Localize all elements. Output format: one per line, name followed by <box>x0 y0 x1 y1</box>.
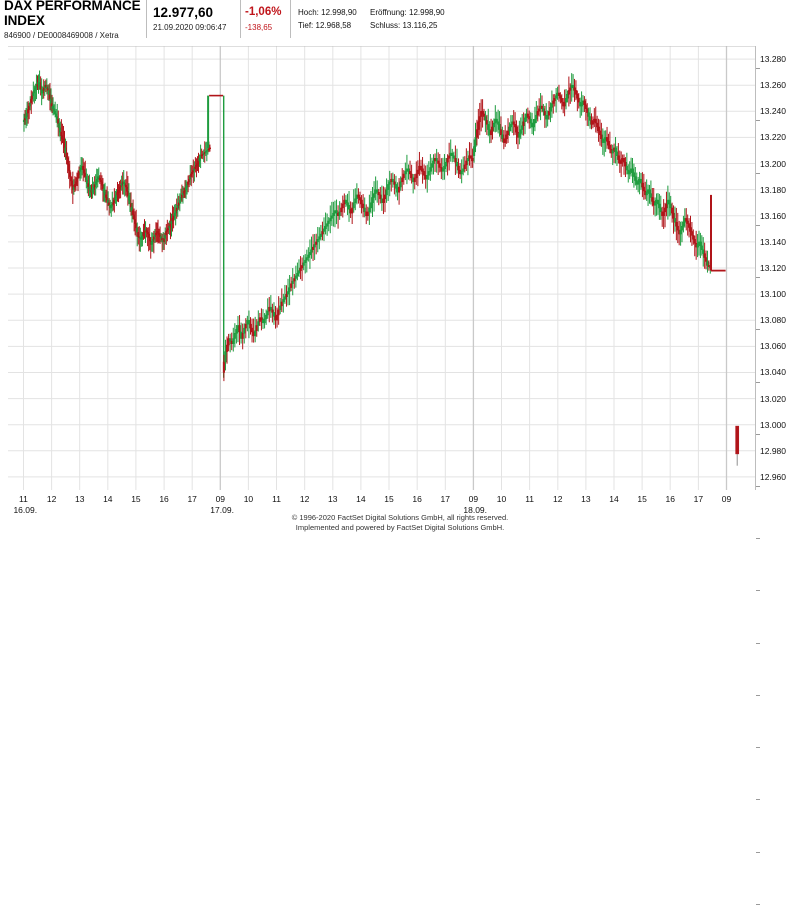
change-absolute: -138,65 <box>245 23 273 32</box>
y-axis-tick <box>756 799 760 801</box>
x-axis-label: 11 <box>525 494 535 504</box>
x-axis-date-label: 18.09. <box>463 505 488 515</box>
x-axis-label: 16 <box>665 494 675 504</box>
x-axis-label: 15 <box>131 494 141 504</box>
stat-low-value: 12.968,58 <box>315 21 352 30</box>
y-axis-tick <box>756 277 760 279</box>
stat-low: Tief: 12.968,58 <box>298 20 370 31</box>
x-axis-label: 12 <box>299 494 310 504</box>
last-price: 12.977,60 <box>153 5 214 20</box>
change-percent: -1,06% <box>245 6 282 18</box>
y-axis-tick <box>756 747 760 749</box>
y-axis-label: 13.020 <box>756 394 786 749</box>
x-axis-label: 12 <box>553 494 563 504</box>
quote-header: DAX PERFORMANCE INDEX 846900 / DE0008469… <box>0 0 800 40</box>
x-axis-label: 17 <box>693 494 704 504</box>
footer-provider: Implemented and powered by FactSet Digit… <box>295 522 505 532</box>
x-axis-label: 17 <box>440 494 450 504</box>
y-axis-tick <box>756 381 760 383</box>
x-axis-label: 14 <box>356 494 366 504</box>
price-chart[interactable] <box>8 46 756 490</box>
stat-low-label: Tief: <box>298 21 314 30</box>
x-axis-label: 12 <box>46 494 57 504</box>
stat-close-label: Schluss: <box>370 21 401 30</box>
y-axis-label: 13.120 <box>756 264 786 487</box>
x-axis-label: 16 <box>159 494 169 504</box>
y-axis-label: 13.140 <box>756 237 786 435</box>
y-axis-tick <box>756 486 760 487</box>
stat-open-label: Eröffnung: <box>370 8 407 17</box>
y-axis-label: 13.000 <box>756 420 786 801</box>
x-axis-date-label: 16.09. <box>13 505 38 515</box>
y-axis: 13.280 13.260 13.240 13.220 13.200 13.180 13.1… <box>756 46 800 905</box>
y-axis-tick <box>756 851 760 853</box>
x-axis-date-label: 17.09. <box>210 505 234 515</box>
plot-area[interactable] <box>8 46 756 490</box>
last-timestamp: 21.09.2020 09:06:47 <box>153 23 227 32</box>
y-axis-label: 13.180 <box>756 185 786 331</box>
x-axis-label: 10 <box>243 494 254 504</box>
y-axis-label: 13.280 <box>756 55 786 70</box>
y-axis-label: 13.260 <box>756 81 786 122</box>
y-axis-tick <box>756 538 760 540</box>
x-axis-label: 13 <box>74 494 85 504</box>
y-axis-tick <box>756 433 760 435</box>
x-axis-label: 15 <box>637 494 647 504</box>
y-axis-tick <box>756 694 760 696</box>
y-axis-label: 13.200 <box>756 159 786 279</box>
x-axis-label: 11 <box>19 494 28 504</box>
x-axis-label: 14 <box>609 494 619 504</box>
x-axis-label: 13 <box>581 494 591 504</box>
y-axis-label: 13.100 <box>756 290 786 540</box>
x-axis-label: 17 <box>187 494 197 504</box>
page-title: DAX PERFORMANCE INDEX <box>4 0 141 28</box>
footer-copyright: © 1996-2020 FactSet Digital Solutions Gm… <box>291 513 509 522</box>
y-axis-label: 13.160 <box>756 211 786 383</box>
x-axis-label: 09 <box>215 494 226 504</box>
instrument-identifiers: 846900 / DE0008469008 / Xetra <box>4 30 119 40</box>
y-axis-tick <box>756 120 760 122</box>
x-axis-label: 14 <box>103 494 113 504</box>
stat-high-label: Hoch: <box>298 8 319 17</box>
candlestick-svg <box>8 46 756 490</box>
x-axis: 11 12 13 14 15 16 17 09 10 11 12 13 14 15 16 17 09 10 11 12… <box>0 492 800 522</box>
y-axis-label: 12.960 <box>756 472 786 905</box>
stat-open: Eröffnung: 12.998,90 <box>370 7 445 18</box>
stat-close: Schluss: 13.116,25 <box>370 20 437 31</box>
x-axis-label: 16 <box>412 494 422 504</box>
x-axis-label: 09 <box>721 494 732 504</box>
stats-row-high-open: Hoch: 12.998,90 Eröffnung: 12.998,90 <box>298 7 800 18</box>
x-axis-label: 10 <box>496 494 507 504</box>
y-axis-label: 13.040 <box>756 368 786 696</box>
stat-close-value: 13.116,25 <box>402 21 438 30</box>
footer: © 1996-2020 FactSet Digital Solutions Gm… <box>0 513 800 532</box>
stats-row-low-close: Tief: 12.968,58 Schluss: 13.116,25 <box>298 20 800 31</box>
last-price-block: 12.977,60 21.09.2020 09:06:47 <box>146 0 240 38</box>
x-axis-label: 09 <box>468 494 479 504</box>
instrument-block: DAX PERFORMANCE INDEX 846900 / DE0008469… <box>0 0 146 40</box>
x-axis-label: 15 <box>384 494 394 504</box>
x-axis-label: 11 <box>272 494 281 504</box>
ohlc-stats-block: Hoch: 12.998,90 Eröffnung: 12.998,90 Tie… <box>290 0 800 38</box>
y-axis-tick <box>756 642 760 644</box>
y-axis-label: 12.980 <box>756 446 786 853</box>
y-axis-tick <box>756 329 760 331</box>
y-axis-tick <box>756 224 760 226</box>
y-axis-label: 13.060 <box>756 342 786 644</box>
y-axis-tick <box>756 68 760 70</box>
stat-open-value: 12.998,90 <box>409 8 445 17</box>
y-axis-tick <box>756 172 760 174</box>
y-axis-tick <box>756 590 760 592</box>
stat-high-value: 12.998,90 <box>321 8 357 17</box>
x-axis-label: 13 <box>328 494 338 504</box>
stat-high: Hoch: 12.998,90 <box>298 7 370 18</box>
y-axis-label: 13.240 <box>756 107 786 174</box>
change-block: -1,06% -138,65 <box>240 0 290 38</box>
y-axis-label: 13.080 <box>756 316 786 592</box>
y-axis-label: 13.220 <box>756 133 786 226</box>
